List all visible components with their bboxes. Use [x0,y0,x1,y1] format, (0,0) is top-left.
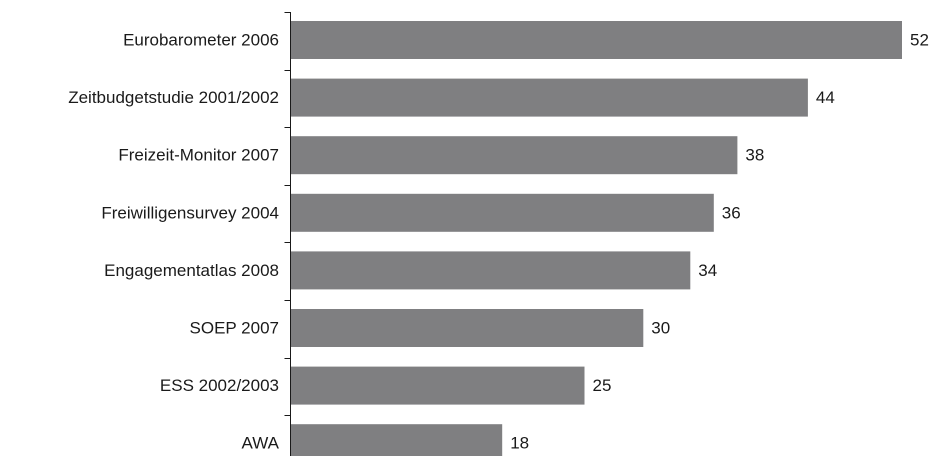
bar-engagementatlas-2008 [291,251,691,290]
category-label-awa: AWA [242,434,280,453]
category-label-freizeit-monitor-2007: Freizeit-Monitor 2007 [118,146,279,165]
category-label-soep-2007: SOEP 2007 [190,319,279,338]
value-label-zeitbudgetstudie-2001-2002: 44 [816,88,835,107]
bar-awa [291,424,503,456]
category-label-ess-2002-2003: ESS 2002/2003 [160,376,279,395]
bar-soep-2007 [291,309,644,347]
value-label-freizeit-monitor-2007: 38 [745,146,764,165]
category-label-zeitbudgetstudie-2001-2002: Zeitbudgetstudie 2001/2002 [68,88,279,107]
value-label-freiwilligensurvey-2004: 36 [722,203,741,222]
bar-zeitbudgetstudie-2001-2002 [291,78,808,117]
value-labels-group: 52 44 38 36 34 30 25 18 [510,31,929,453]
bar-freizeit-monitor-2007 [291,136,738,175]
category-label-engagementatlas-2008: Engagementatlas 2008 [104,261,279,280]
value-label-soep-2007: 30 [651,319,670,338]
bars-group [291,21,902,456]
bar-eurobarometer-2006 [291,21,902,59]
bar-freiwilligensurvey-2004 [291,193,714,232]
value-label-engagementatlas-2008: 34 [698,261,717,280]
value-label-eurobarometer-2006: 52 [910,31,929,50]
category-axis [284,12,291,456]
value-label-awa: 18 [510,434,529,453]
bar-ess-2002-2003 [291,366,585,405]
category-label-freiwilligensurvey-2004: Freiwilligensurvey 2004 [101,203,279,222]
value-label-ess-2002-2003: 25 [593,376,612,395]
category-labels-group: Eurobarometer 2006 Zeitbudgetstudie 2001/… [68,31,279,453]
category-label-eurobarometer-2006: Eurobarometer 2006 [123,31,279,50]
